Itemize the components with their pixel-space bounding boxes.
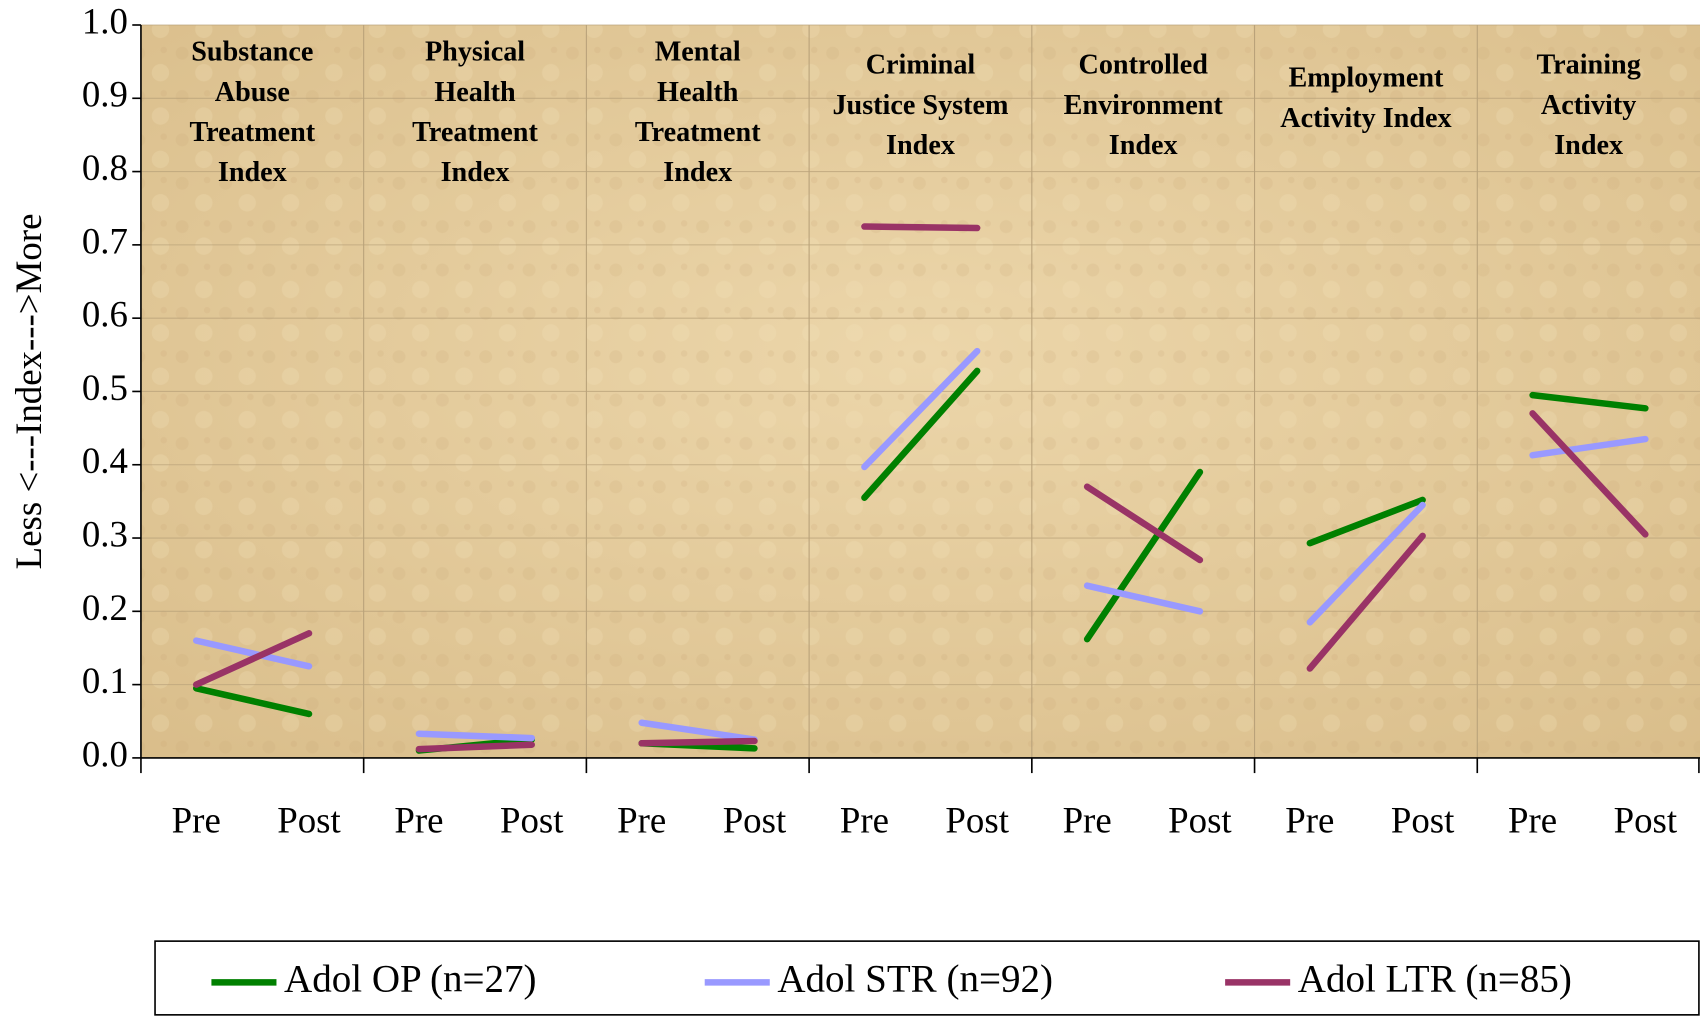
series-line (861, 223, 981, 232)
x-tick-label: Post (500, 799, 564, 840)
panel-title: Index (1554, 130, 1623, 161)
y-tick-label: 0.6 (82, 294, 128, 335)
panel-title: Substance (191, 37, 313, 68)
x-tick-label: Post (1168, 799, 1232, 840)
series-line (192, 637, 313, 670)
panel-title: Treatment (635, 117, 761, 148)
legend-box (154, 940, 1700, 1016)
y-axis-label: Less <---Index--->More (8, 214, 49, 570)
y-tick-label: 0.3 (82, 513, 128, 554)
y-tick-label: 0.4 (82, 440, 128, 481)
legend-label: Adol STR (n=92) (777, 957, 1053, 1000)
series-line (1083, 468, 1204, 643)
series-line (1306, 496, 1426, 547)
panel-title: Employment (1288, 63, 1444, 94)
x-tick-label: Pre (1285, 799, 1334, 840)
panel-title: Index (218, 157, 287, 188)
series-line (1529, 391, 1649, 412)
panel-title: Activity Index (1280, 103, 1451, 134)
series-line (415, 741, 535, 753)
series-line (415, 730, 535, 742)
series-line (1083, 582, 1204, 615)
legend-label: Adol LTR (n=85) (1298, 957, 1572, 1000)
x-tick-label: Pre (617, 799, 666, 840)
panel-title: Activity (1541, 90, 1636, 121)
x-tick-label: Pre (1508, 799, 1557, 840)
panel-title: Controlled (1078, 50, 1208, 81)
panel-title: Index (1109, 130, 1178, 161)
panel-title: Criminal (866, 50, 976, 81)
panel-title: Justice System (832, 90, 1008, 121)
series-line (1306, 532, 1426, 672)
series-line (1306, 501, 1426, 626)
panel-title: Training (1536, 50, 1640, 81)
panel-title: Abuse (215, 77, 290, 108)
series-line (861, 367, 981, 501)
y-tick-label: 0.9 (82, 74, 128, 115)
panel-title: Physical (425, 37, 525, 68)
series-line (192, 630, 313, 688)
series-line (1529, 410, 1649, 538)
x-tick-label: Post (723, 799, 787, 840)
y-tick-label: 0.0 (82, 733, 128, 774)
panel-title: Index (441, 157, 510, 188)
x-tick-label: Pre (1063, 799, 1112, 840)
series-line (861, 347, 981, 471)
x-tick-label: Post (945, 799, 1009, 840)
x-tick-label: Pre (394, 799, 443, 840)
series-line (1083, 483, 1204, 564)
panel-title: Treatment (189, 117, 315, 148)
y-tick-label: 0.1 (82, 660, 128, 701)
y-tick-label: 0.2 (82, 587, 128, 628)
series-line (638, 719, 758, 743)
x-tick-label: Post (1614, 799, 1678, 840)
legend-label: Adol OP (n=27) (284, 957, 536, 1000)
series-line (638, 737, 758, 747)
y-tick-label: 0.5 (82, 367, 128, 408)
panel-title: Mental (655, 37, 741, 68)
x-tick-label: Pre (840, 799, 889, 840)
panel-title: Index (886, 130, 955, 161)
panel-title: Environment (1064, 90, 1224, 121)
y-tick-label: 0.7 (82, 220, 128, 261)
panel-title: Index (663, 157, 732, 188)
series-line (192, 685, 313, 718)
x-tick-label: Pre (172, 799, 221, 840)
y-tick-label: 0.8 (82, 147, 128, 188)
y-tick-label: 1.0 (82, 0, 128, 41)
panel-title: Treatment (412, 117, 538, 148)
panel-title: Health (657, 77, 739, 108)
x-tick-label: Post (277, 799, 341, 840)
series-line (1529, 435, 1649, 459)
x-tick-label: Post (1391, 799, 1455, 840)
panel-title: Health (434, 77, 516, 108)
